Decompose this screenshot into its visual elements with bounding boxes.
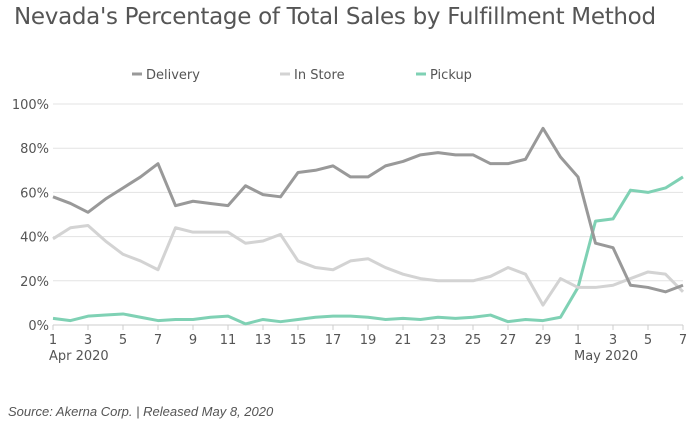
series-line-in-store bbox=[52, 224, 685, 307]
x-tick-sublabel: Apr 2020 bbox=[49, 349, 109, 364]
series-line-pickup bbox=[52, 175, 684, 326]
x-tick-label: 3 bbox=[609, 333, 617, 348]
x-tick-label: 25 bbox=[465, 333, 482, 348]
x-tick-label: 17 bbox=[325, 333, 342, 348]
source-note: Source: Akerna Corp. | Released May 8, 2… bbox=[8, 404, 274, 419]
x-tick-label: 5 bbox=[119, 333, 127, 348]
x-tick-label: 27 bbox=[500, 333, 517, 348]
x-tick-label: 13 bbox=[255, 333, 272, 348]
y-tick-label: 0% bbox=[28, 319, 49, 334]
x-tick-label: 15 bbox=[290, 333, 307, 348]
chart-title: Nevada's Percentage of Total Sales by Fu… bbox=[14, 4, 656, 30]
x-tick-label: 9 bbox=[189, 333, 197, 348]
series-line-delivery bbox=[52, 126, 684, 294]
x-tick-label: 23 bbox=[430, 333, 447, 348]
x-tick-label: 29 bbox=[535, 333, 552, 348]
legend-label: Pickup bbox=[430, 68, 472, 83]
y-tick-label: 60% bbox=[20, 186, 49, 201]
x-tick-label: 19 bbox=[360, 333, 377, 348]
x-tick-label: 3 bbox=[84, 333, 92, 348]
x-tick-label: 11 bbox=[220, 333, 237, 348]
y-tick-label: 80% bbox=[20, 142, 49, 157]
legend-label: Delivery bbox=[146, 68, 200, 83]
x-tick-label: 21 bbox=[395, 333, 412, 348]
x-tick-label: 5 bbox=[644, 333, 652, 348]
x-tick-label: 1 bbox=[49, 333, 57, 348]
y-tick-label: 40% bbox=[20, 231, 49, 246]
x-tick-label: 7 bbox=[154, 333, 162, 348]
y-tick-label: 100% bbox=[12, 98, 49, 113]
legend-label: In Store bbox=[294, 68, 345, 83]
y-tick-label: 20% bbox=[20, 275, 49, 290]
x-tick-label: 7 bbox=[679, 333, 687, 348]
x-tick-label: 1 bbox=[574, 333, 582, 348]
x-tick-sublabel: May 2020 bbox=[574, 349, 638, 364]
